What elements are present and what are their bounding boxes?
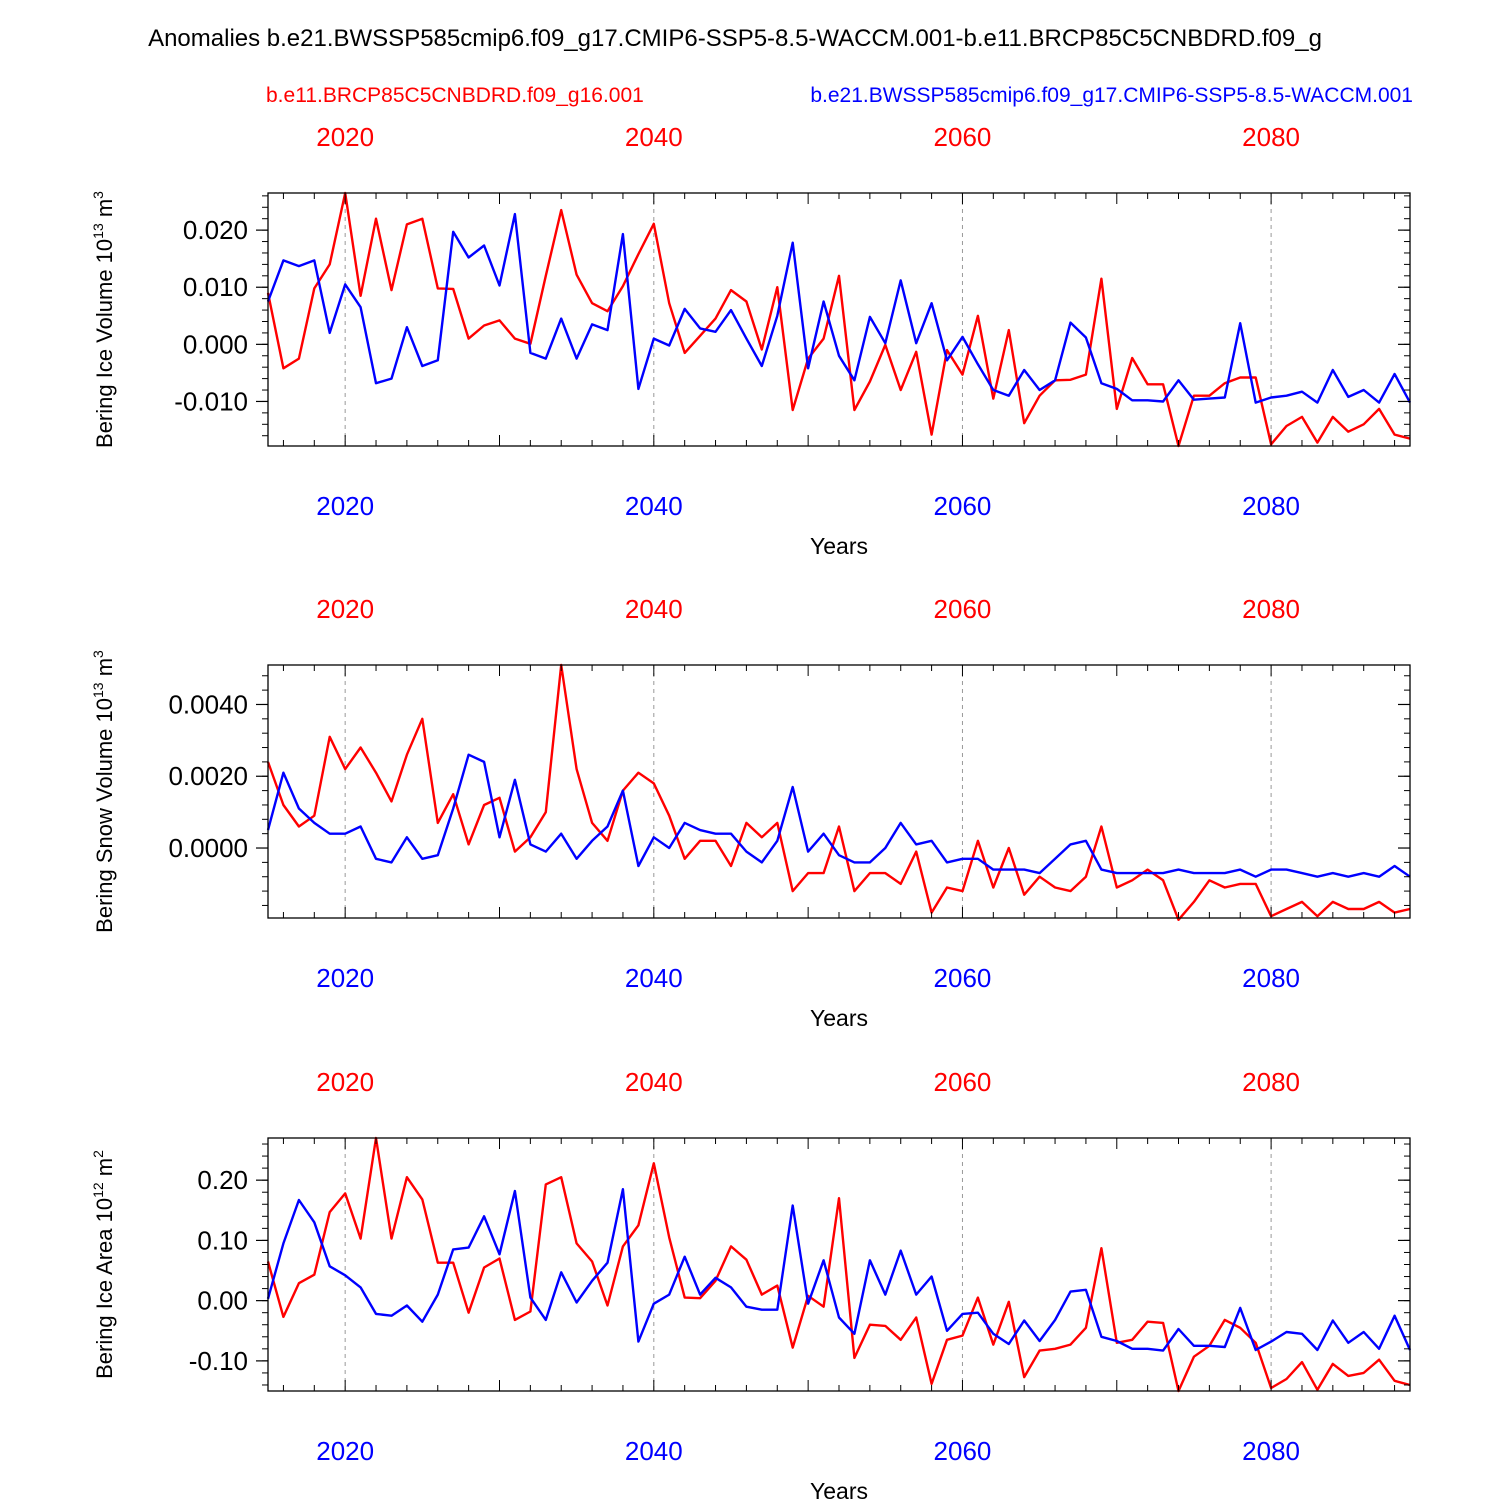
y-axis-title: Bering Snow Volume 1013 m3 [90,650,117,933]
y-tick-label: 0.020 [183,215,248,245]
y-axis-title-part: m [92,658,117,682]
y-axis-title-part: 3 [90,650,106,658]
x-axis-title: Years [810,1005,868,1031]
top-axis-tick-label: 2040 [625,594,683,624]
bottom-axis-tick-label: 2080 [1242,963,1300,993]
top-axis-tick-label: 2080 [1242,1067,1300,1097]
y-axis-title-part: 13 [90,682,106,698]
bottom-axis-tick-label: 2020 [316,1436,374,1466]
plot-frame [267,192,1411,447]
y-axis-title-part: m [92,199,117,223]
y-axis-title-part: Bering Ice Area 10 [92,1198,117,1379]
top-axis-tick-label: 2020 [316,594,374,624]
y-tick-label: 0.0040 [168,689,248,719]
top-axis-tick-label: 2080 [1242,594,1300,624]
series-line-red: b.e11.BRCP85C5CNBDRD.f09_g16.001 [266,191,1411,448]
bottom-axis-tick-label: 2040 [625,1436,683,1466]
legend-red-label: b.e11.BRCP85C5CNBDRD.f09_g16.001 [266,84,644,107]
top-axis-tick-label: 2060 [934,594,992,624]
series-line-red: b.e11.BRCP85C5CNBDRD.f09_g16.001 [266,1136,1411,1393]
top-axis-tick-label: 2020 [316,1067,374,1097]
bottom-axis-tick-label: 2040 [625,491,683,521]
y-axis-title-part: 13 [90,223,106,239]
x-axis-title: Years [810,1478,868,1500]
bottom-axis-tick-label: 2060 [934,963,992,993]
y-axis-title-part: 2 [90,1150,106,1158]
panels: b.e11.BRCP85C5CNBDRD.f09_g16.001b.e21.BW… [90,122,1412,1500]
y-axis-title: Bering Ice Area 1012 m2 [90,1150,117,1379]
y-axis-title-part: m [92,1158,117,1182]
y-axis-title-part: Bering Snow Volume 10 [92,698,117,933]
panel-ice-volume: b.e11.BRCP85C5CNBDRD.f09_g16.001b.e21.BW… [90,122,1412,559]
series-line-blue: b.e21.BWSSP585cmip6.f09_g17.CMIP6-SSP5-8… [266,212,1412,404]
x-axis-title: Years [810,533,868,559]
bottom-axis-tick-label: 2020 [316,963,374,993]
figure-title: Anomalies b.e21.BWSSP585cmip6.f09_g17.CM… [148,25,1322,52]
y-tick-label: -0.010 [174,386,248,416]
y-tick-label: -0.10 [189,1346,248,1376]
y-tick-label: 0.00 [197,1286,248,1316]
y-tick-label: 0.20 [197,1165,248,1195]
y-axis-title-part: Bering Ice Volume 10 [92,239,117,448]
bottom-axis-tick-label: 2020 [316,491,374,521]
top-axis-tick-label: 2040 [625,1067,683,1097]
y-tick-label: 0.000 [183,329,248,359]
bottom-axis-tick-label: 2040 [625,963,683,993]
bottom-axis-tick-label: 2060 [934,491,992,521]
top-axis-tick-label: 2060 [934,122,992,152]
y-tick-label: 0.10 [197,1225,248,1255]
top-axis-tick-label: 2060 [934,1067,992,1097]
legend-blue-label: b.e21.BWSSP585cmip6.f09_g17.CMIP6-SSP5-8… [810,84,1413,107]
top-axis-tick-label: 2080 [1242,122,1300,152]
y-axis-title-part: 12 [90,1182,106,1198]
panel-ice-area: b.e11.BRCP85C5CNBDRD.f09_g16.001b.e21.BW… [90,1067,1412,1500]
bottom-axis-tick-label: 2080 [1242,491,1300,521]
top-axis-tick-label: 2020 [316,122,374,152]
series-line-blue: b.e21.BWSSP585cmip6.f09_g17.CMIP6-SSP5-8… [266,753,1411,878]
y-tick-label: 0.010 [183,272,248,302]
plot-frame [267,664,1411,919]
bottom-axis-tick-label: 2080 [1242,1436,1300,1466]
y-axis-title: Bering Ice Volume 1013 m3 [90,191,117,448]
y-tick-label: 0.0020 [168,761,248,791]
y-axis-title-part: 3 [90,191,106,199]
plot-frame [267,1137,1411,1392]
y-tick-label: 0.0000 [168,833,248,863]
series-line-blue: b.e21.BWSSP585cmip6.f09_g17.CMIP6-SSP5-8… [266,1187,1412,1352]
top-axis-tick-label: 2040 [625,122,683,152]
series-line-red: b.e11.BRCP85C5CNBDRD.f09_g16.001 [266,663,1411,921]
bottom-axis-tick-label: 2060 [934,1436,992,1466]
panel-snow-volume: b.e11.BRCP85C5CNBDRD.f09_g16.001b.e21.BW… [90,594,1411,1031]
